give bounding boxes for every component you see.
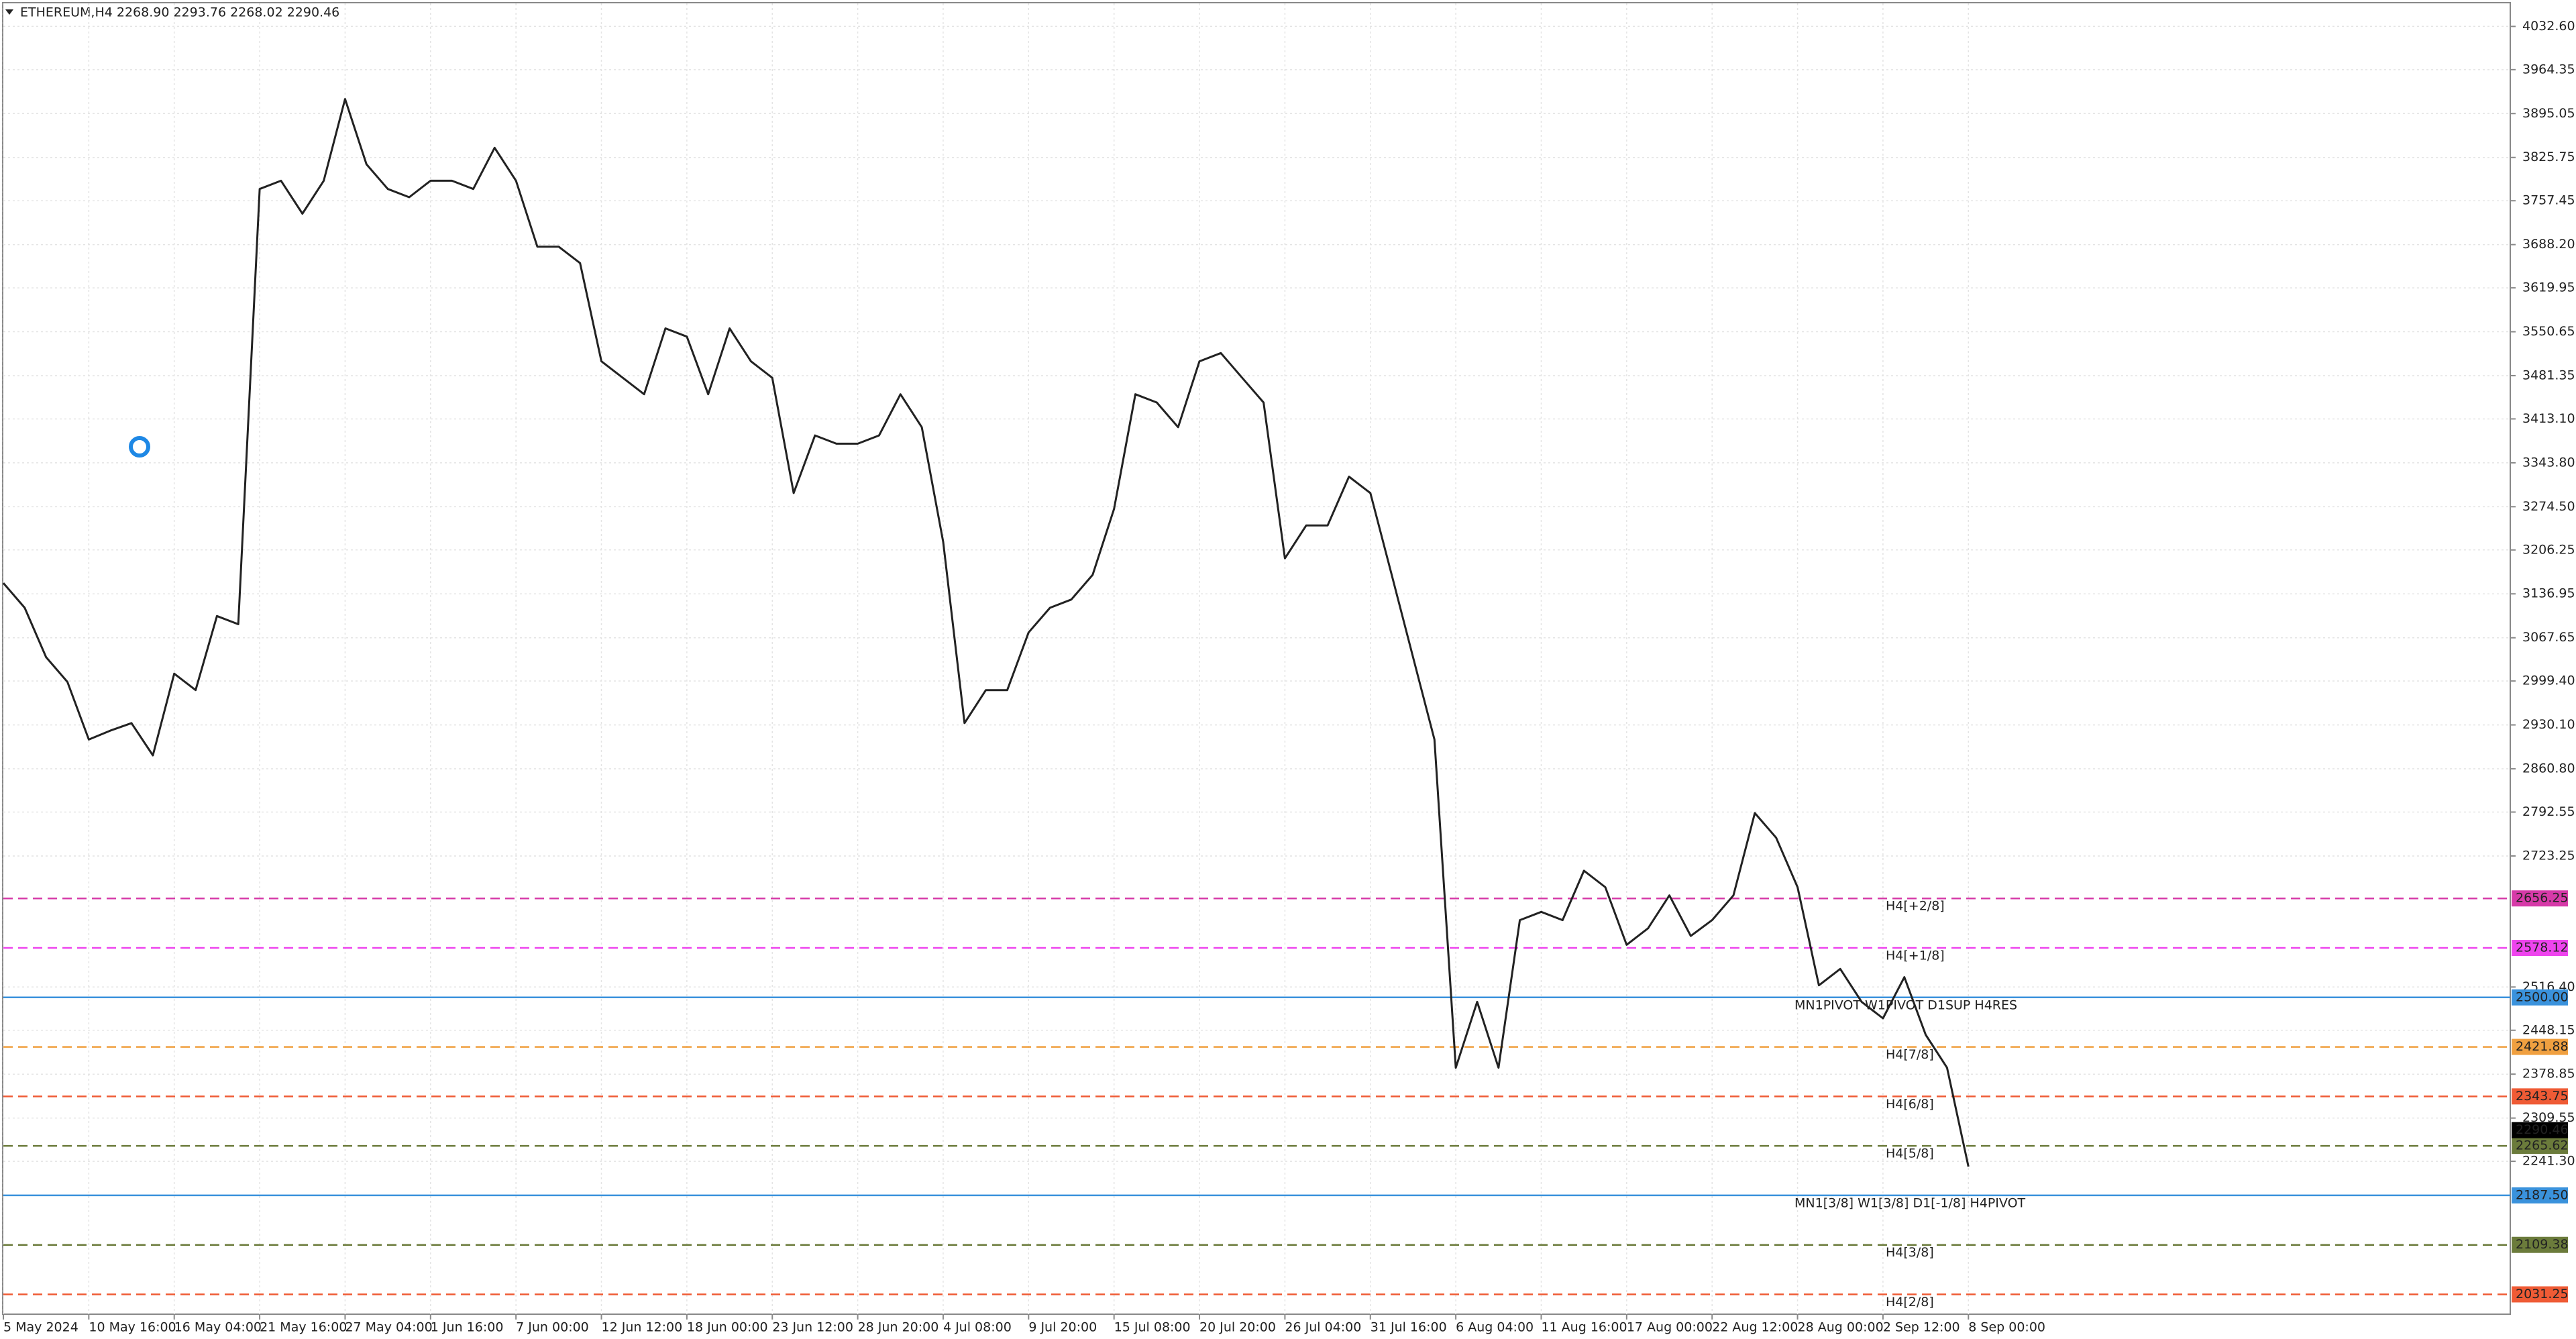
y-tick-label: 3136.95	[2522, 586, 2575, 601]
y-tick-label: 3413.10	[2522, 411, 2575, 426]
x-tick-label: 16 May 04:00	[174, 1320, 262, 1335]
x-tick-label: 26 Jul 04:00	[1285, 1320, 1361, 1335]
y-tick-label: 2378.85	[2522, 1067, 2575, 1081]
level-tag	[2512, 1286, 2568, 1303]
level-label: H4[7/8]	[1886, 1047, 1934, 1062]
y-tick-label: 3550.65	[2522, 324, 2575, 339]
level-label: H4[+2/8]	[1886, 899, 1945, 914]
x-tick-label: 28 Jun 20:00	[858, 1320, 939, 1335]
x-tick-label: 15 Jul 08:00	[1114, 1320, 1191, 1335]
y-tick-label: 3206.25	[2522, 542, 2575, 557]
x-tick-label: 6 Aug 04:00	[1456, 1320, 1534, 1335]
y-tick-label: 4032.60	[2522, 19, 2575, 34]
menu-arrow[interactable]	[5, 9, 13, 15]
y-tick-label: 2930.10	[2522, 717, 2575, 732]
level-label: MN1[3/8] W1[3/8] D1[-1/8] H4PIVOT	[1794, 1195, 2026, 1210]
level-tag	[2512, 1038, 2568, 1055]
y-tick-label: 2723.25	[2522, 848, 2575, 863]
y-tick-label: 2999.40	[2522, 674, 2575, 688]
x-tick-label: 17 Aug 00:00	[1627, 1320, 1713, 1335]
x-tick-label: 31 Jul 16:00	[1371, 1320, 1447, 1335]
x-tick-label: 20 Jul 20:00	[1199, 1320, 1276, 1335]
chart-title: ETHEREUM,H4 2268.90 2293.76 2268.02 2290…	[20, 5, 339, 20]
y-tick-label: 2241.30	[2522, 1154, 2575, 1169]
level-tag-label: 2031.25	[2516, 1287, 2569, 1301]
plot-frame	[2, 2, 2511, 1315]
y-tick-label: 3067.65	[2522, 630, 2575, 645]
last-price-tag	[2512, 1122, 2568, 1138]
x-tick-label: 28 Aug 00:00	[1798, 1320, 1884, 1335]
price-line	[2, 98, 1970, 1167]
level-tag-label: 2265.62	[2516, 1138, 2569, 1153]
x-tick-label: 22 Aug 12:00	[1712, 1320, 1798, 1335]
y-tick-label: 3757.45	[2522, 193, 2575, 208]
level-label: H4[2/8]	[1886, 1295, 1934, 1309]
x-tick-label: 5 May 2024	[3, 1320, 78, 1335]
level-tag	[2512, 989, 2568, 1006]
level-label: H4[6/8]	[1886, 1097, 1934, 1112]
x-tick-label: 18 Jun 00:00	[687, 1320, 768, 1335]
y-tick-label: 2792.55	[2522, 804, 2575, 819]
level-label: MN1PIVOT W1PIVOT D1SUP H4RES	[1794, 998, 2017, 1012]
level-label: H4[5/8]	[1886, 1146, 1934, 1161]
y-tick-label: 3481.35	[2522, 368, 2575, 382]
y-tick-label: 3895.05	[2522, 106, 2575, 121]
last-price-label: 2290.46	[2516, 1122, 2569, 1137]
level-tag-label: 2421.88	[2516, 1039, 2569, 1054]
x-tick-label: 23 Jun 12:00	[772, 1320, 853, 1335]
cursor-indicator	[129, 436, 150, 458]
x-tick-label: 9 Jul 20:00	[1028, 1320, 1097, 1335]
y-tick-label: 3619.95	[2522, 280, 2575, 295]
x-tick-label: 8 Sep 00:00	[1968, 1320, 2045, 1335]
x-tick-label: 12 Jun 12:00	[602, 1320, 683, 1335]
level-tag	[2512, 940, 2568, 957]
level-tag	[2512, 1236, 2568, 1253]
y-tick-label: 3274.50	[2522, 499, 2575, 514]
level-tag-label: 2656.25	[2516, 891, 2569, 906]
y-tick-label: 3343.80	[2522, 455, 2575, 470]
y-tick-label: 3964.35	[2522, 62, 2575, 76]
y-tick-label: 2860.80	[2522, 761, 2575, 776]
y-tick-label: 2448.15	[2522, 1022, 2575, 1037]
level-tag	[2512, 1187, 2568, 1203]
level-tag	[2512, 890, 2568, 907]
level-tag-label: 2109.38	[2516, 1237, 2569, 1252]
level-tag	[2512, 1088, 2568, 1105]
level-label: H4[3/8]	[1886, 1245, 1934, 1260]
y-tick-label: 3688.20	[2522, 237, 2575, 252]
x-tick-label: 21 May 16:00	[260, 1320, 347, 1335]
y-tick-label: 3825.75	[2522, 150, 2575, 164]
x-tick-label: 2 Sep 12:00	[1883, 1320, 1960, 1335]
level-tag-label: 2500.00	[2516, 989, 2569, 1004]
x-tick-label: 7 Jun 00:00	[516, 1320, 589, 1335]
x-tick-label: 1 Jun 16:00	[431, 1320, 504, 1335]
x-tick-label: 27 May 04:00	[345, 1320, 432, 1335]
x-tick-label: 10 May 16:00	[89, 1320, 176, 1335]
level-label: H4[+1/8]	[1886, 949, 1945, 963]
level-tag-label: 2187.50	[2516, 1187, 2569, 1202]
x-tick-label: 4 Jul 08:00	[943, 1320, 1012, 1335]
y-tick-label: 2309.55	[2522, 1110, 2575, 1125]
level-tag-label: 2343.75	[2516, 1089, 2569, 1104]
level-tag	[2512, 1138, 2568, 1155]
level-tag-label: 2578.12	[2516, 941, 2569, 955]
x-tick-label: 11 Aug 16:00	[1541, 1320, 1627, 1335]
